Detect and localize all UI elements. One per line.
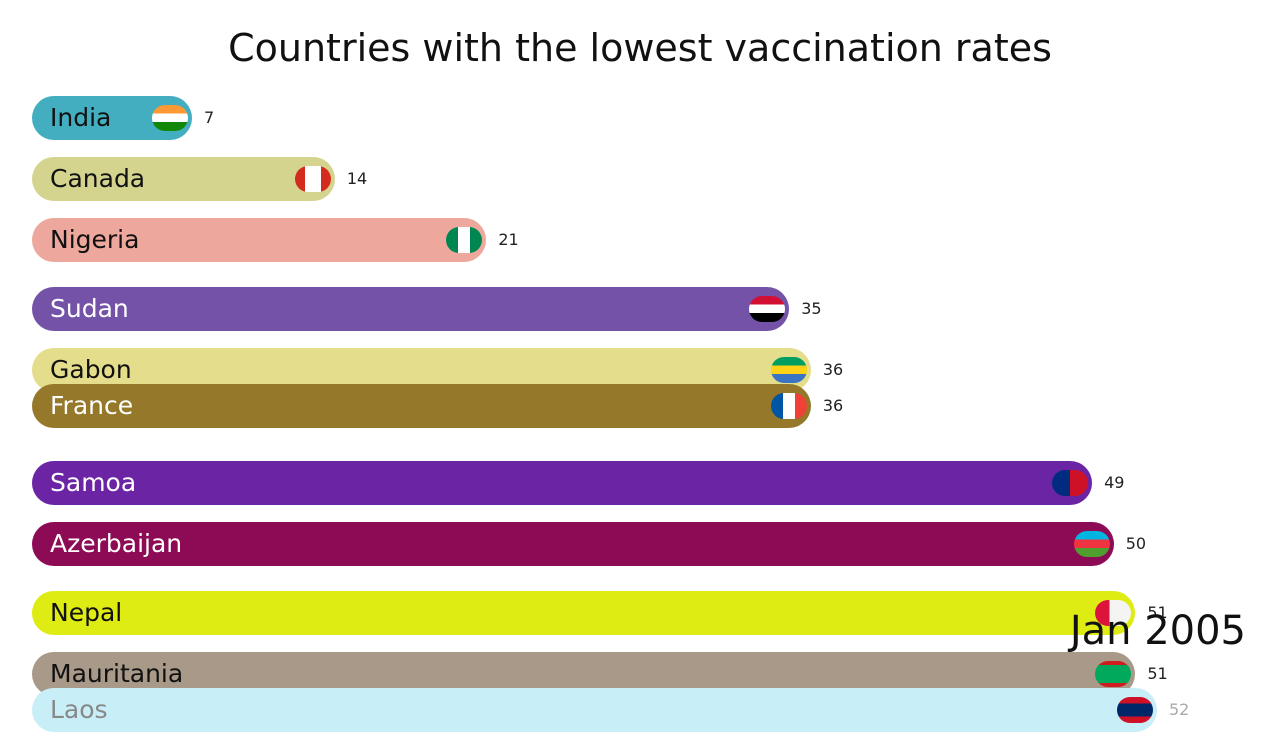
value-label-nepal: 51 — [1147, 603, 1168, 622]
bar-nepal — [32, 591, 1136, 635]
bar-nigeria — [32, 218, 487, 262]
bar-label-mauritania: Mauritania — [50, 659, 184, 688]
bar-samoa — [32, 461, 1093, 505]
bar-laos — [32, 688, 1157, 732]
bar-label-samoa: Samoa — [50, 468, 137, 497]
bar-label-nigeria: Nigeria — [50, 225, 140, 254]
value-label-azerbaijan: 50 — [1125, 534, 1147, 553]
bar-label-laos: Laos — [50, 695, 108, 724]
bar-label-france: France — [50, 391, 134, 420]
value-label-nigeria: 21 — [498, 230, 519, 249]
flag-nepal-icon — [1095, 600, 1132, 626]
flag-azerbaijan-icon — [1073, 531, 1110, 557]
bar-sudan — [32, 287, 790, 331]
value-label-france: 36 — [822, 396, 844, 415]
value-label-gabon: 36 — [822, 360, 844, 379]
bar-france — [32, 384, 811, 428]
flag-laos-icon — [1117, 697, 1153, 723]
chart-title: Countries with the lowest vaccination ra… — [228, 26, 1052, 70]
value-label-india: 7 — [204, 108, 215, 127]
bar-azerbaijan — [32, 522, 1114, 566]
flag-france-icon — [770, 393, 807, 419]
flag-india-icon — [152, 105, 188, 131]
bar-label-canada: Canada — [50, 164, 146, 193]
flag-mauritania-icon — [1095, 661, 1132, 687]
value-label-canada: 14 — [346, 169, 368, 188]
value-label-sudan: 35 — [801, 299, 822, 318]
bar-label-india: India — [50, 103, 112, 132]
bar-canada — [32, 157, 335, 201]
bar-label-nepal: Nepal — [50, 598, 123, 627]
bar-label-gabon: Gabon — [50, 355, 132, 384]
flag-canada-icon — [294, 166, 331, 192]
flag-sudan-icon — [749, 296, 786, 322]
value-label-samoa: 49 — [1104, 473, 1125, 492]
flag-samoa-icon — [1052, 470, 1089, 496]
value-label-laos: 52 — [1169, 700, 1190, 719]
bar-label-sudan: Sudan — [50, 294, 129, 323]
period-label: Jan 2005 — [1069, 608, 1246, 654]
flag-gabon-icon — [770, 357, 807, 383]
bar-label-azerbaijan: Azerbaijan — [50, 529, 183, 558]
value-label-mauritania: 51 — [1147, 664, 1168, 683]
flag-nigeria-icon — [446, 227, 483, 253]
